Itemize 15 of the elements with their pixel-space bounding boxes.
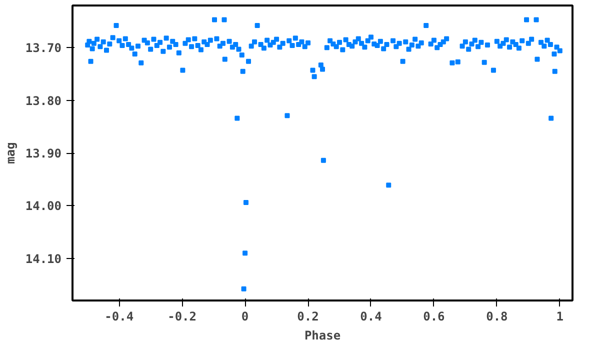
x-tick-label: 0.2 xyxy=(297,310,319,324)
x-tick-label: 0.6 xyxy=(423,310,445,324)
y-tick-label: 14.00 xyxy=(25,199,62,214)
y-tick-label: 13.80 xyxy=(25,94,62,108)
x-axis-title: Phase xyxy=(304,328,341,342)
y-tick-label: 14.10 xyxy=(25,252,62,266)
x-tick-label: -0.2 xyxy=(168,310,197,324)
x-tick-label: 0 xyxy=(241,310,249,324)
y-axis-title: mag xyxy=(3,142,18,164)
y-tick-label: 13.70 xyxy=(25,41,62,56)
y-tick-label: 13.90 xyxy=(25,146,62,160)
x-tick-label: 0.4 xyxy=(360,310,382,324)
x-tick-label: 0.8 xyxy=(486,310,508,324)
x-tick-label: 1 xyxy=(556,310,564,324)
x-tick-label: -0.4 xyxy=(104,310,134,324)
